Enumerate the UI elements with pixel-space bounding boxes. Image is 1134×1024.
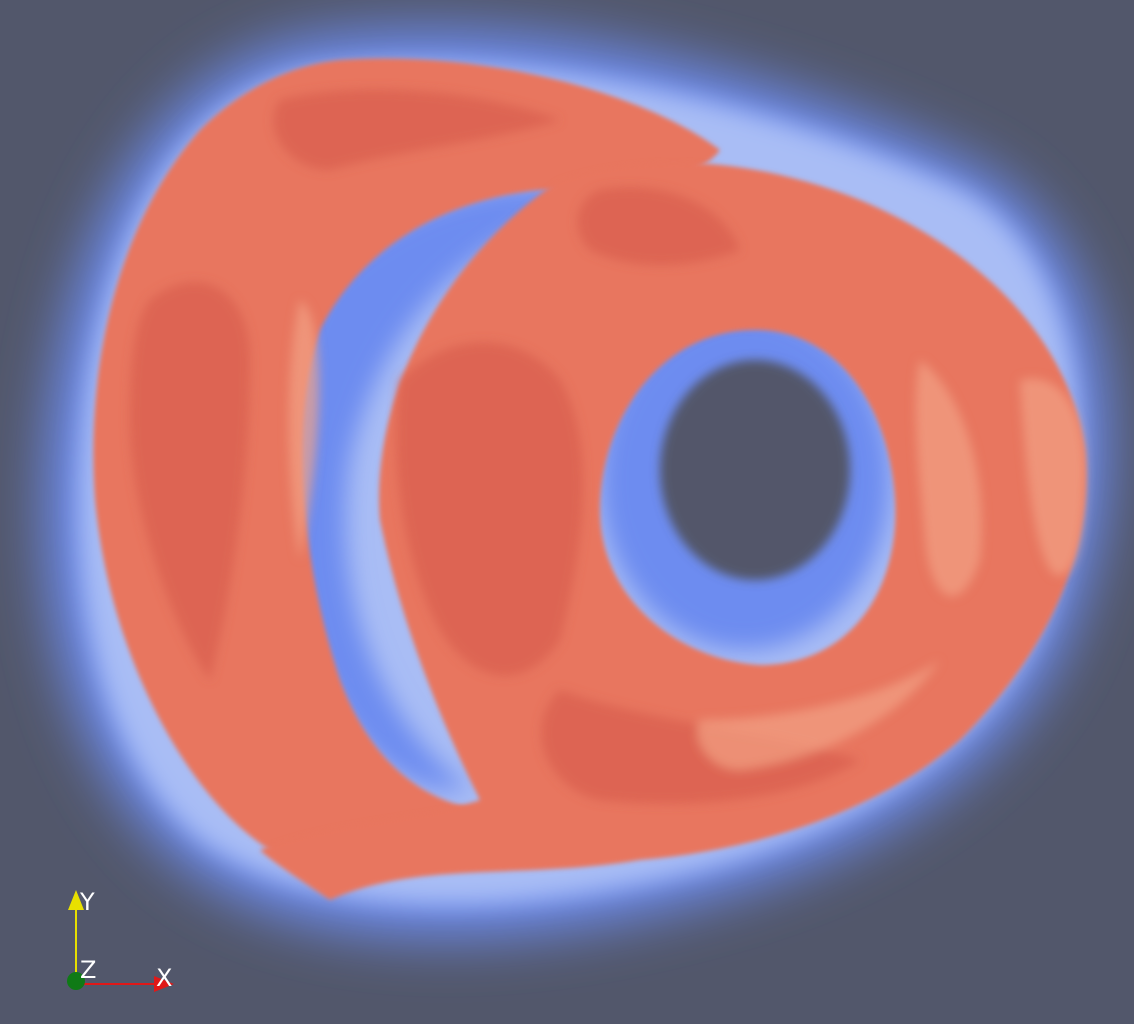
y-axis-cone (68, 890, 84, 910)
right-ring-shading (396, 187, 1085, 804)
y-axis-label: Y (79, 888, 95, 916)
inner-hole (660, 360, 850, 580)
left-ring-glow (279, 185, 600, 791)
orientation-axes: Y Z X (67, 888, 174, 992)
x-axis-label: X (156, 964, 172, 992)
x-axis-cone (154, 976, 174, 992)
z-axis-label: Z (80, 956, 96, 984)
z-axis-dot (67, 972, 85, 990)
left-ring-shading (130, 89, 560, 680)
left-ring-volume (93, 58, 721, 865)
